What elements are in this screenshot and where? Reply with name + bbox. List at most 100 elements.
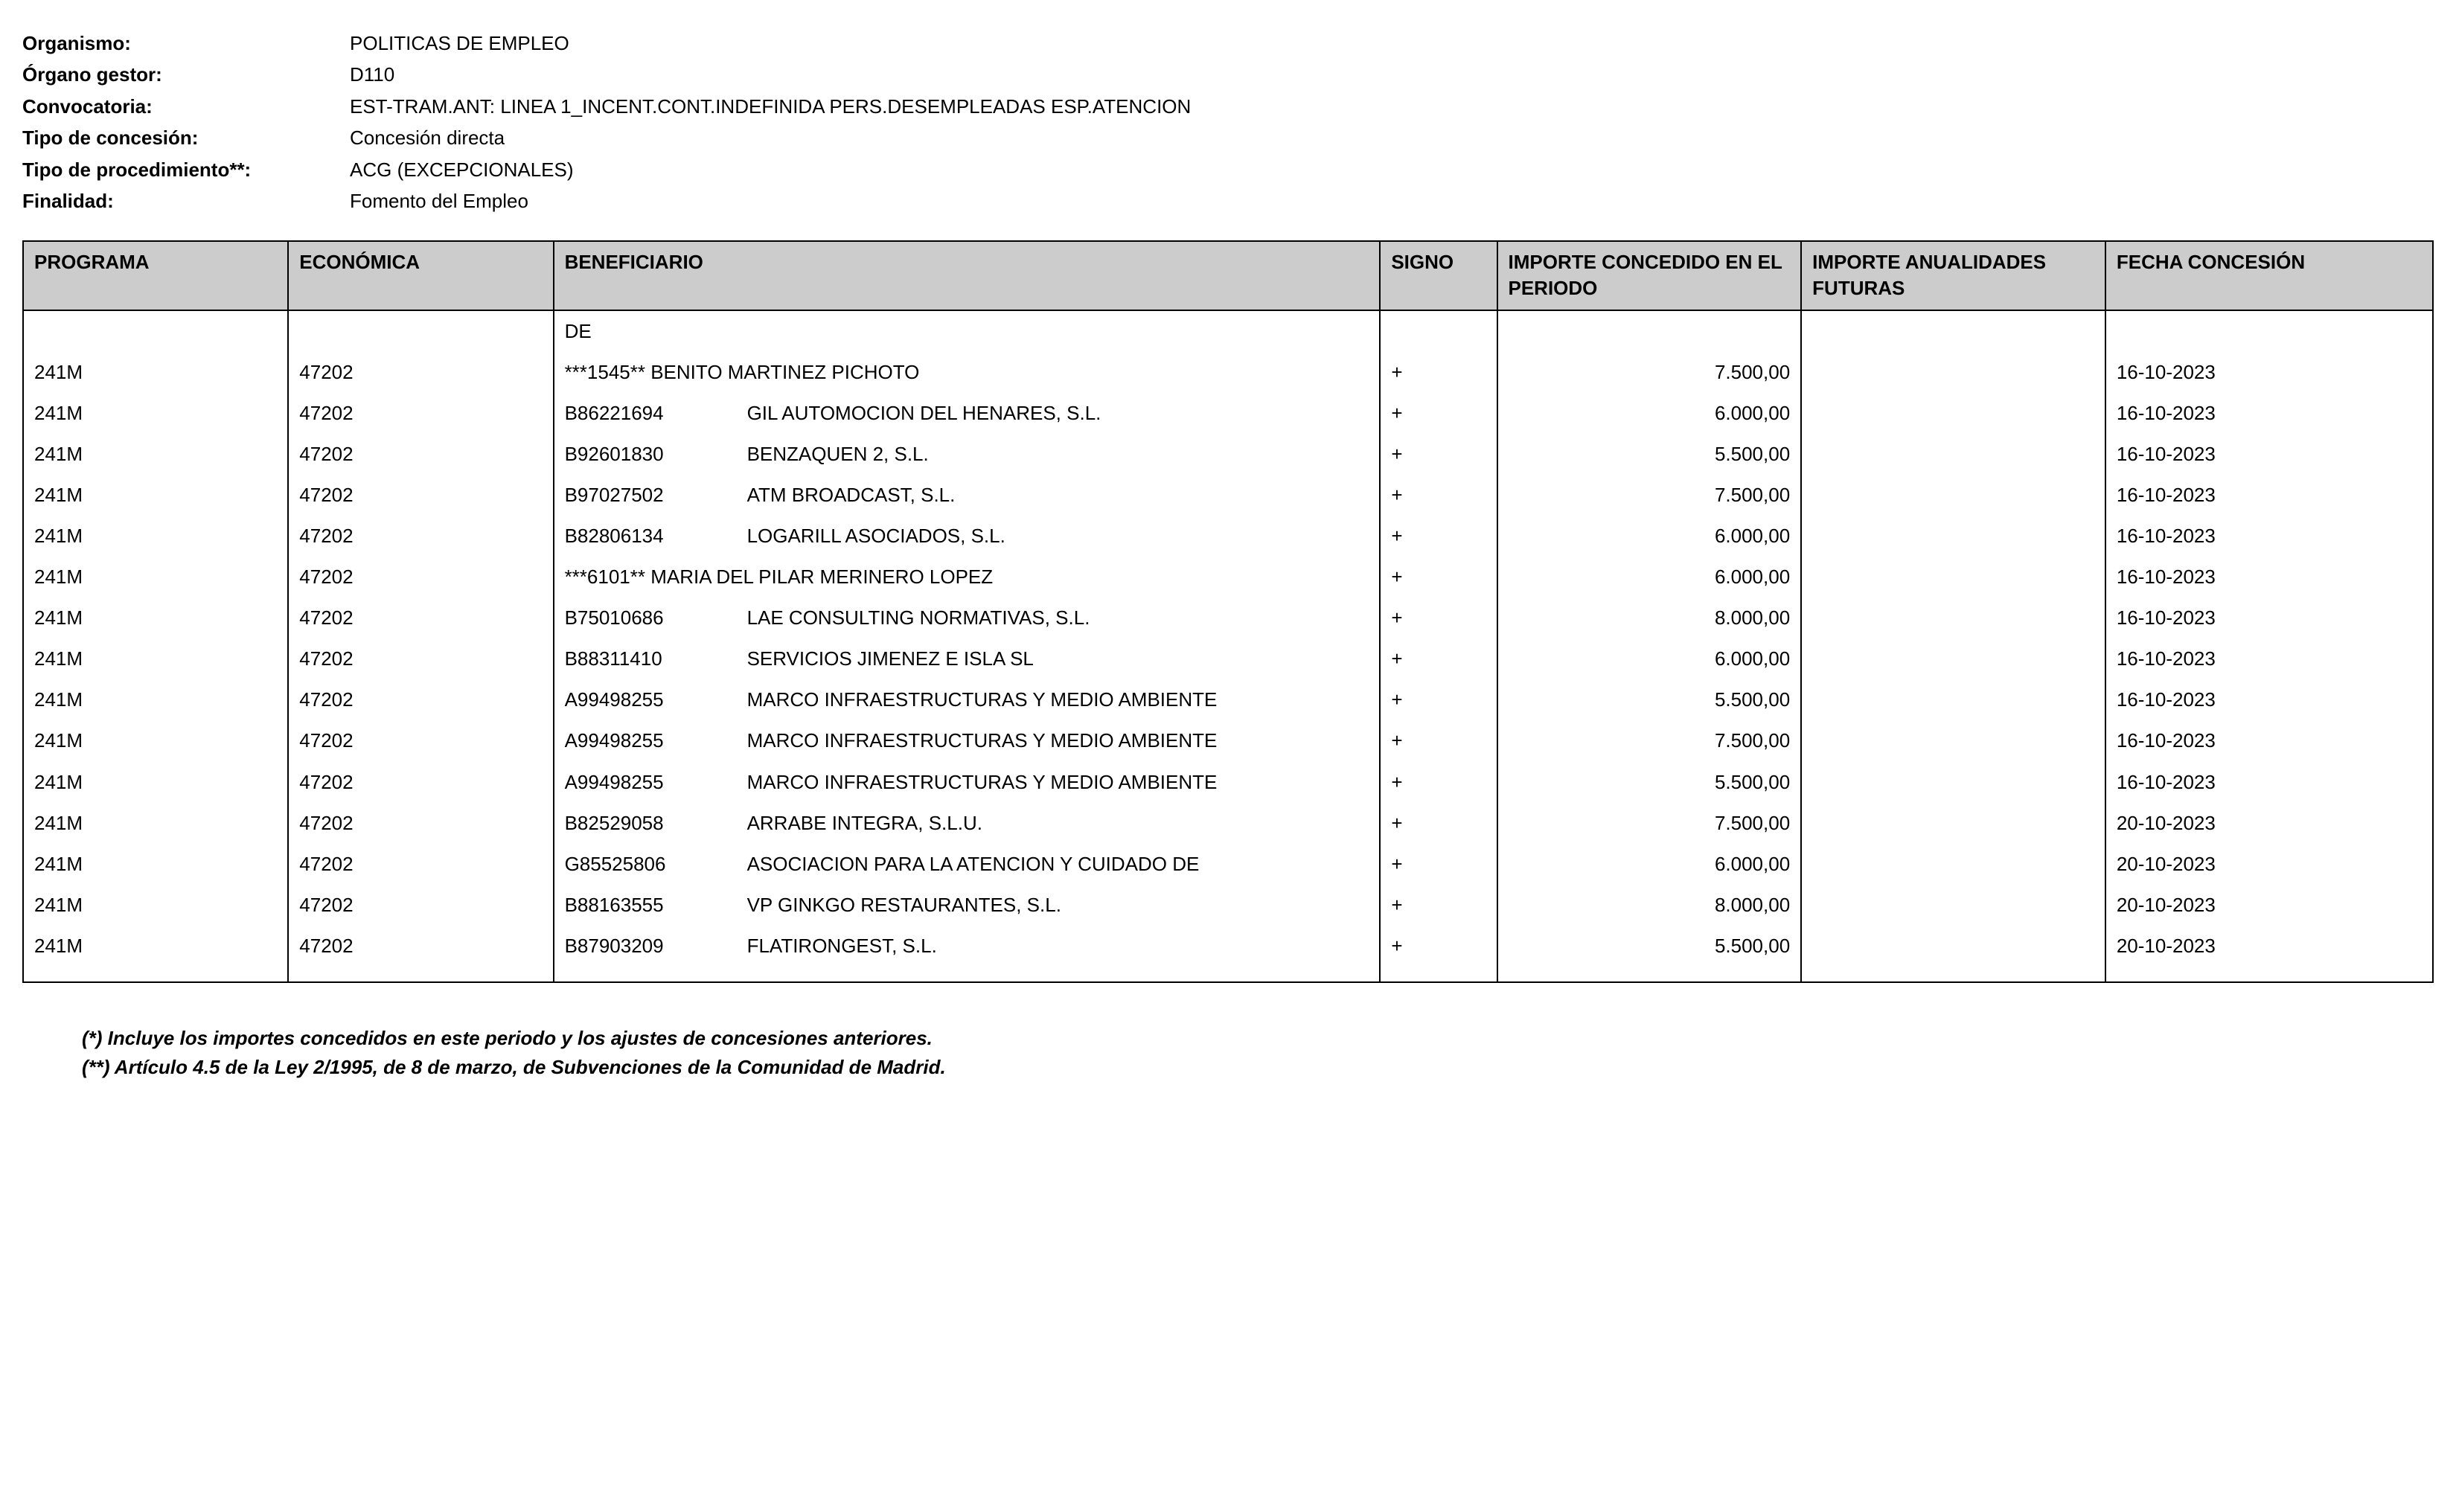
cell-importe-futuras [1801, 803, 2105, 844]
beneficiario-code: B88311410 [565, 646, 725, 672]
cell-fecha: 16-10-2023 [2105, 475, 2433, 516]
meta-label: Tipo de procedimiento**: [22, 156, 350, 183]
cell-beneficiario: ***1545** BENITO MARTINEZ PICHOTO [554, 352, 1381, 393]
cell-importe-futuras [1801, 434, 2105, 475]
cell-importe-futuras [1801, 679, 2105, 720]
cell-economica: 47202 [288, 475, 553, 516]
cell-fecha: 16-10-2023 [2105, 393, 2433, 434]
cell-economica: 47202 [288, 762, 553, 803]
table-row: 241M47202***1545** BENITO MARTINEZ PICHO… [23, 352, 2433, 393]
cell-signo: + [1380, 516, 1497, 557]
cell-fecha: 16-10-2023 [2105, 434, 2433, 475]
table-row: 241M47202 B75010686 LAE CONSULTING NORMATI… [23, 598, 2433, 638]
meta-row-finalidad: Finalidad: Fomento del Empleo [22, 188, 2434, 214]
cell-signo [1380, 310, 1497, 352]
beneficiario-code: B92601830 [565, 441, 725, 467]
th-fecha: FECHA CONCESIÓN [2105, 241, 2433, 310]
cell-economica: 47202 [288, 885, 553, 926]
cell-importe-futuras [1801, 844, 2105, 885]
cell-importe-futuras [1801, 393, 2105, 434]
metadata-block: Organismo: POLITICAS DE EMPLEO Órgano ge… [22, 30, 2434, 214]
th-importe-periodo: IMPORTE CONCEDIDO EN EL PERIODO [1497, 241, 1802, 310]
table-row: 241M47202 B88311410 SERVICIOS JIMENEZ E IS… [23, 638, 2433, 679]
cell-signo: + [1380, 762, 1497, 803]
cell-signo: + [1380, 638, 1497, 679]
cell-programa: 241M [23, 393, 288, 434]
cell-economica: 47202 [288, 598, 553, 638]
cell-beneficiario: B97027502ATM BROADCAST, S.L. [554, 475, 1381, 516]
meta-label: Órgano gestor: [22, 61, 350, 88]
cell-fecha [2105, 310, 2433, 352]
cell-economica: 47202 [288, 352, 553, 393]
beneficiario-code: G85525806 [565, 851, 725, 877]
cell-economica: 47202 [288, 638, 553, 679]
cell-fecha: 16-10-2023 [2105, 516, 2433, 557]
meta-label: Organismo: [22, 30, 350, 57]
cell-importe-periodo: 5.500,00 [1497, 762, 1802, 803]
cell-importe-futuras [1801, 720, 2105, 761]
cell-beneficiario: B87903209FLATIRONGEST, S.L. [554, 926, 1381, 982]
cell-fecha: 16-10-2023 [2105, 598, 2433, 638]
cell-importe-periodo: 8.000,00 [1497, 598, 1802, 638]
table-row: 241M47202A99498255MARCO INFRAESTRUCTURAS… [23, 762, 2433, 803]
th-signo: SIGNO [1380, 241, 1497, 310]
cell-importe-periodo [1497, 310, 1802, 352]
meta-value: POLITICAS DE EMPLEO [350, 30, 569, 57]
table-row: 241M47202B87903209FLATIRONGEST, S.L.+5.5… [23, 926, 2433, 982]
cell-programa: 241M [23, 638, 288, 679]
cell-fecha: 20-10-2023 [2105, 885, 2433, 926]
beneficiario-code: A99498255 [565, 687, 725, 713]
meta-value: Fomento del Empleo [350, 188, 528, 214]
cell-importe-periodo: 7.500,00 [1497, 803, 1802, 844]
table-row: 241M47202B97027502ATM BROADCAST, S.L.+7.… [23, 475, 2433, 516]
cell-signo: + [1380, 844, 1497, 885]
meta-value: D110 [350, 61, 394, 88]
table-row: 241M47202A99498255MARCO INFRAESTRUCTURAS… [23, 679, 2433, 720]
cell-importe-futuras [1801, 310, 2105, 352]
cell-signo: + [1380, 926, 1497, 982]
th-beneficiario: BENEFICIARIO [554, 241, 1381, 310]
meta-row-organo: Órgano gestor: D110 [22, 61, 2434, 88]
cell-beneficiario: G85525806ASOCIACION PARA LA ATENCION Y C… [554, 844, 1381, 885]
meta-label: Convocatoria: [22, 93, 350, 120]
beneficiario-code: B75010686 [565, 605, 725, 631]
cell-importe-periodo: 7.500,00 [1497, 720, 1802, 761]
beneficiario-name: SERVICIOS JIMENEZ E ISLA SL [747, 646, 1369, 672]
cell-programa: 241M [23, 926, 288, 982]
cell-economica: 47202 [288, 926, 553, 982]
cell-programa: 241M [23, 557, 288, 598]
cell-beneficiario: A99498255MARCO INFRAESTRUCTURAS Y MEDIO … [554, 679, 1381, 720]
cell-economica: 47202 [288, 557, 553, 598]
cell-importe-futuras [1801, 638, 2105, 679]
cell-economica: 47202 [288, 516, 553, 557]
table-row: 241M47202***6101** MARIA DEL PILAR MERIN… [23, 557, 2433, 598]
table-row: 241M47202A99498255MARCO INFRAESTRUCTURAS… [23, 720, 2433, 761]
meta-value: ACG (EXCEPCIONALES) [350, 156, 574, 183]
cell-importe-futuras [1801, 516, 2105, 557]
cell-signo: + [1380, 803, 1497, 844]
beneficiario-code: B82529058 [565, 810, 725, 836]
concesiones-table: PROGRAMA ECONÓMICA BENEFICIARIO SIGNO IM… [22, 240, 2434, 983]
cell-fecha: 16-10-2023 [2105, 762, 2433, 803]
cell-programa: 241M [23, 352, 288, 393]
cell-fecha: 16-10-2023 [2105, 557, 2433, 598]
cell-importe-futuras [1801, 885, 2105, 926]
cell-programa: 241M [23, 598, 288, 638]
th-programa: PROGRAMA [23, 241, 288, 310]
meta-row-organismo: Organismo: POLITICAS DE EMPLEO [22, 30, 2434, 57]
table-body: DE241M47202***1545** BENITO MARTINEZ PIC… [23, 310, 2433, 983]
cell-importe-periodo: 5.500,00 [1497, 679, 1802, 720]
cell-importe-futuras [1801, 557, 2105, 598]
cell-economica [288, 310, 553, 352]
cell-fecha: 20-10-2023 [2105, 844, 2433, 885]
footnote-2: (**) Artículo 4.5 de la Ley 2/1995, de 8… [82, 1053, 2434, 1082]
cell-signo: + [1380, 885, 1497, 926]
cell-programa: 241M [23, 844, 288, 885]
cell-importe-periodo: 6.000,00 [1497, 557, 1802, 598]
cell-economica: 47202 [288, 393, 553, 434]
beneficiario-name: LAE CONSULTING NORMATIVAS, S.L. [747, 605, 1369, 631]
table-row: DE [23, 310, 2433, 352]
beneficiario-name: MARCO INFRAESTRUCTURAS Y MEDIO AMBIENTE [747, 769, 1369, 795]
cell-fecha: 16-10-2023 [2105, 679, 2433, 720]
cell-programa [23, 310, 288, 352]
